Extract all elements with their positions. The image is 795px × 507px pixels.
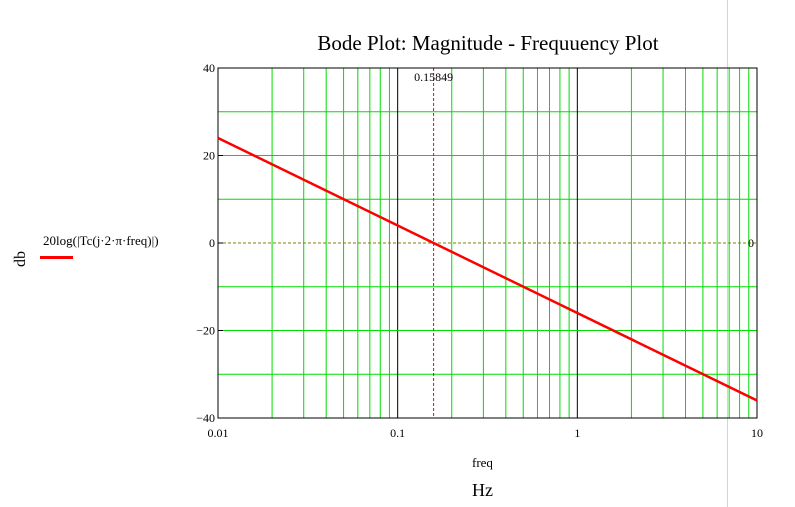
x-tick-label: 1 [574, 426, 580, 440]
y-tick-label: 20 [203, 149, 215, 163]
window-divider [727, 0, 728, 507]
series-legend: 20log(|Tc(j·2·π·freq)|) [43, 233, 159, 249]
x-tick-label: 10 [751, 426, 763, 440]
x-tick-label: 0.01 [208, 426, 229, 440]
x-tick-label: 0.1 [390, 426, 405, 440]
zero-marker-label: 0 [748, 236, 754, 250]
y-tick-label: 0 [209, 236, 215, 250]
chart-title: Bode Plot: Magnitude - Frequuency Plot [317, 31, 659, 55]
legend-prefix: 20log( [43, 233, 77, 248]
x-axis-variable: freq [472, 455, 493, 470]
legend-suffix: ) [154, 233, 159, 248]
legend-expression: |Tc(j·2·π·freq)| [76, 233, 155, 248]
crossover-marker-label: 0.15849 [414, 70, 453, 84]
y-tick-label: 40 [203, 61, 215, 75]
y-tick-label: −20 [196, 324, 215, 338]
legend-line-swatch [40, 256, 73, 259]
x-axis-unit: Hz [472, 480, 493, 500]
y-tick-label: −40 [196, 411, 215, 425]
magnitude-series-line [217, 136, 758, 402]
